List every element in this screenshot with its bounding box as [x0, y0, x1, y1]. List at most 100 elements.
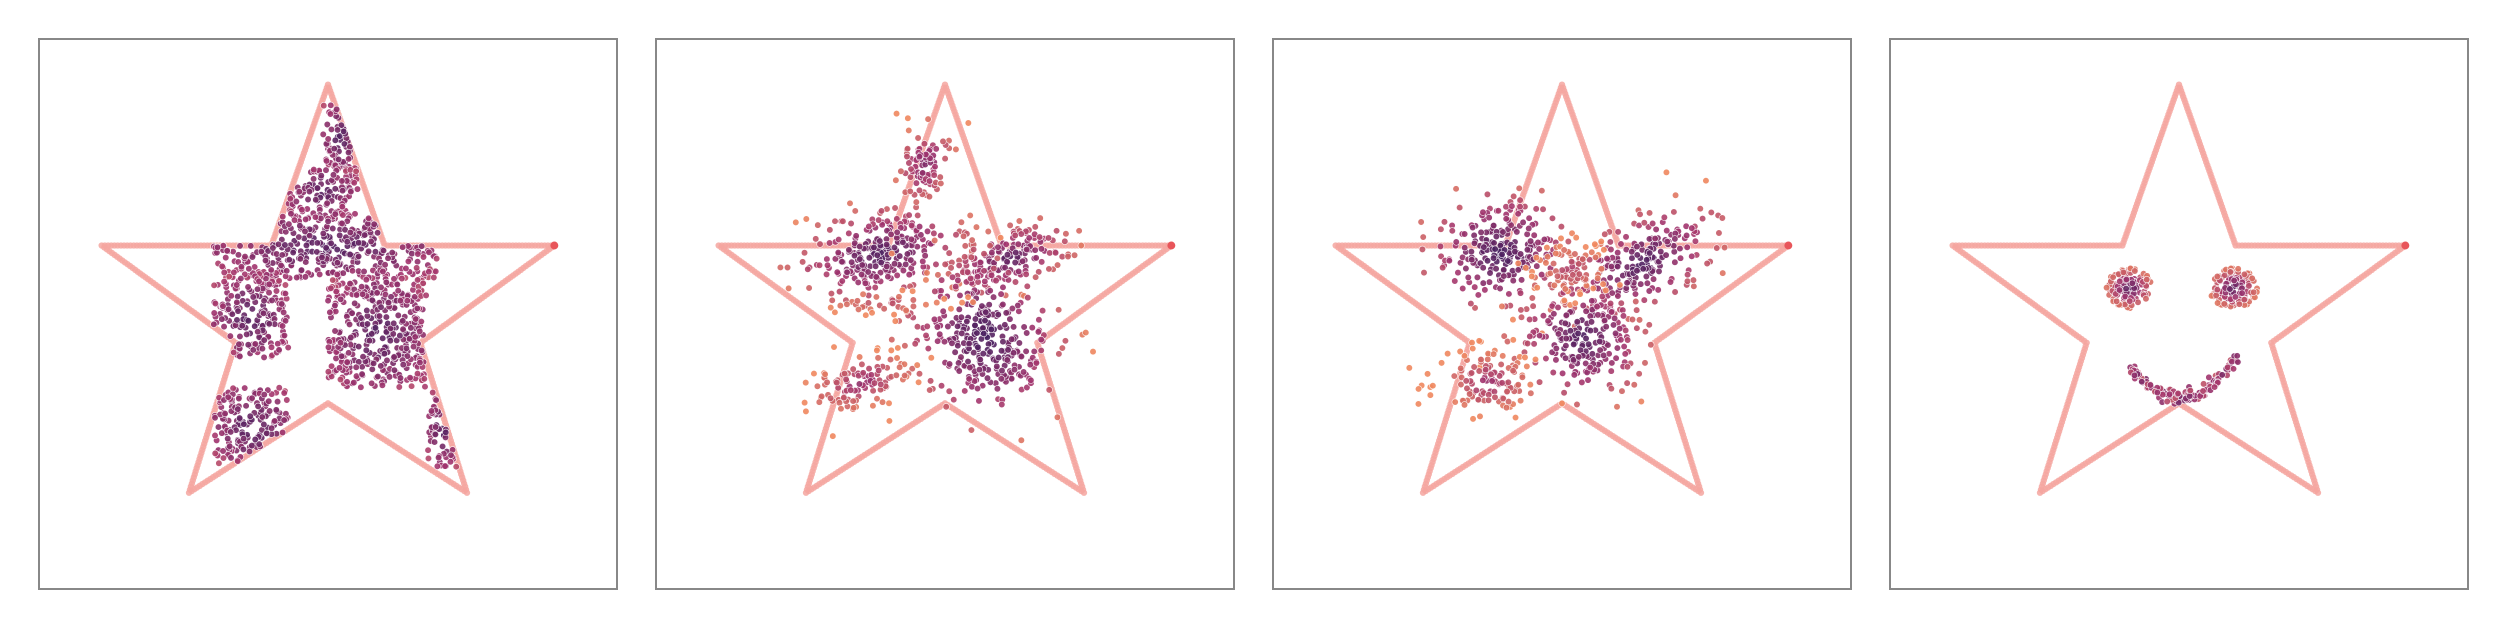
sample-point — [1613, 403, 1621, 411]
sample-point — [248, 394, 256, 402]
sample-point — [384, 254, 392, 262]
sample-point — [1498, 250, 1506, 259]
sample-point — [948, 339, 956, 347]
sample-point — [1587, 318, 1596, 326]
sample-point — [913, 361, 921, 369]
sample-point — [304, 195, 312, 204]
sample-point — [905, 211, 913, 219]
sample-point — [218, 262, 226, 270]
sample-point — [430, 273, 438, 282]
sample-point — [1439, 264, 1447, 272]
sample-point — [1500, 272, 1508, 280]
sample-point — [338, 203, 346, 211]
sample-point — [915, 153, 924, 161]
sample-point — [905, 159, 913, 167]
sample-point — [329, 276, 337, 284]
sample-point — [893, 228, 901, 236]
sample-point — [1554, 303, 1562, 312]
sample-point — [1482, 366, 1490, 374]
sample-point — [840, 394, 848, 402]
sample-point — [1038, 258, 1046, 266]
sample-point — [890, 243, 899, 252]
sample-point — [909, 302, 918, 310]
sample-point — [1509, 316, 1517, 324]
sample-point — [331, 210, 339, 218]
sample-point — [379, 246, 388, 255]
sample-point — [1473, 273, 1481, 281]
sample-point — [226, 442, 234, 450]
sample-point — [298, 206, 306, 214]
sample-point — [870, 379, 879, 387]
sample-point — [1624, 336, 1632, 344]
sample-point — [899, 238, 907, 246]
sample-point — [1490, 239, 1498, 247]
sample-point — [952, 231, 960, 239]
sample-point — [965, 340, 973, 348]
sample-point — [1014, 240, 1022, 248]
sample-point — [332, 287, 340, 296]
sample-point — [383, 356, 391, 364]
sample-point — [1030, 347, 1038, 356]
sample-point — [1518, 373, 1526, 381]
sample-point — [293, 273, 301, 282]
sample-point — [1662, 168, 1671, 176]
sample-point — [823, 261, 832, 269]
sample-point — [989, 293, 998, 301]
sample-point — [302, 258, 310, 266]
sample-point — [1552, 356, 1560, 364]
sample-point — [986, 287, 994, 295]
sample-point — [374, 372, 382, 381]
sample-point — [1637, 397, 1645, 406]
sample-point — [876, 269, 885, 277]
sample-point — [246, 412, 254, 420]
sample-point — [1526, 332, 1534, 340]
sample-point — [1028, 324, 1036, 332]
sample-point — [1011, 231, 1019, 239]
sample-point — [1457, 380, 1465, 389]
sample-point — [1649, 219, 1657, 228]
sample-point — [1612, 354, 1620, 362]
sample-point — [1606, 274, 1614, 282]
sample-point — [945, 360, 954, 368]
sample-point — [1469, 344, 1477, 353]
sample-point — [941, 244, 949, 252]
sample-point — [1558, 266, 1566, 274]
sample-point — [340, 127, 348, 135]
sample-point — [359, 290, 367, 298]
outline-point — [1557, 84, 1565, 91]
sample-point — [257, 247, 265, 256]
panel-checkerboard — [38, 38, 618, 590]
sample-point — [847, 386, 855, 394]
sample-point — [833, 268, 841, 276]
sample-point — [1457, 364, 1465, 372]
sample-point — [1055, 350, 1063, 358]
sample-point — [272, 406, 280, 414]
sample-point — [313, 239, 321, 247]
sample-point — [976, 355, 984, 364]
sample-point — [1691, 237, 1700, 245]
sample-point — [1474, 291, 1482, 299]
sample-point — [1654, 286, 1662, 294]
sample-point — [234, 457, 242, 465]
sample-point — [1554, 330, 1563, 338]
sample-point — [295, 233, 303, 241]
sample-point — [1620, 342, 1628, 351]
sample-point — [1003, 251, 1012, 259]
sample-point — [878, 398, 887, 406]
sample-point — [1646, 249, 1654, 257]
sample-point — [265, 397, 273, 405]
sample-point — [403, 297, 411, 305]
sample-point — [1089, 348, 1097, 356]
sample-point — [854, 278, 862, 287]
sample-point — [887, 230, 895, 238]
sample-point — [1525, 214, 1533, 222]
sample-point — [864, 299, 873, 307]
sample-point — [331, 185, 339, 193]
sample-point — [1448, 227, 1456, 235]
panel-smiley — [1889, 38, 2469, 590]
sample-point — [861, 279, 869, 287]
sample-point — [845, 246, 853, 254]
sample-point — [1462, 377, 1470, 385]
sample-point — [343, 378, 351, 386]
sample-point — [273, 398, 282, 406]
